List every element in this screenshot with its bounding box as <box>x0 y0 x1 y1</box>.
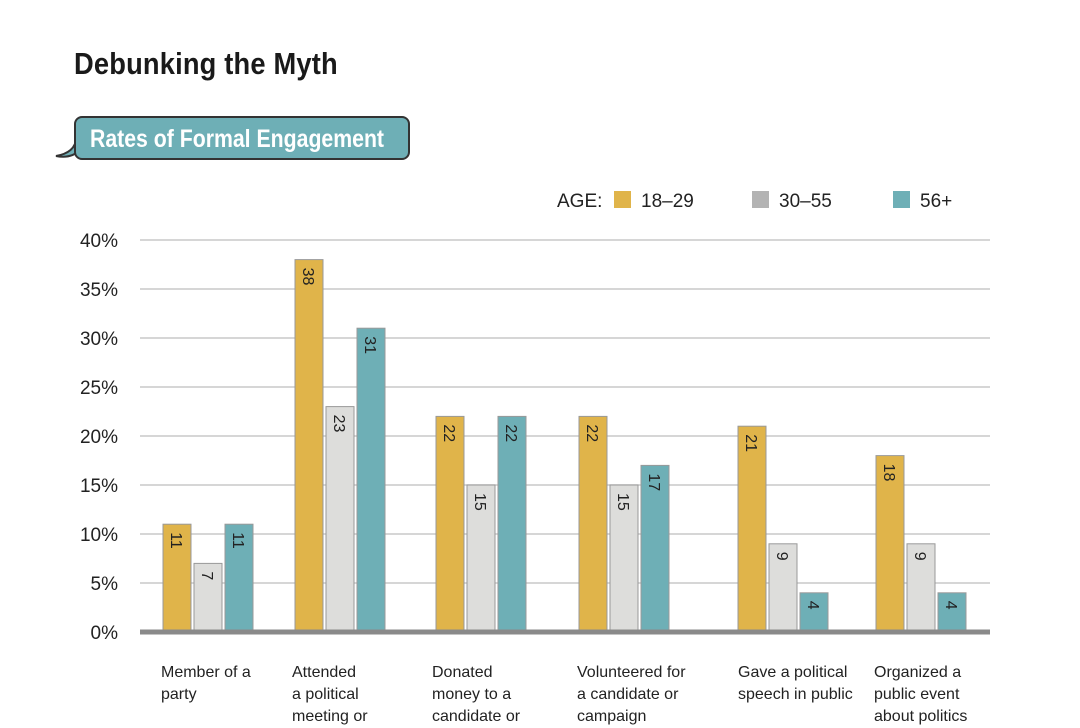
y-tick-label: 20% <box>80 427 118 448</box>
bar <box>294 259 324 633</box>
y-tick-label: 5% <box>91 574 119 595</box>
category-label-line: meeting or <box>292 708 368 725</box>
data-label: 15 <box>471 493 488 511</box>
y-tick-label: 0% <box>91 623 119 644</box>
y-tick-label: 10% <box>80 525 118 546</box>
data-label: 9 <box>911 552 928 561</box>
y-tick-label: 30% <box>80 329 118 350</box>
data-label: 22 <box>583 424 600 442</box>
category-label-line: about politics <box>874 708 968 725</box>
bar <box>325 406 355 633</box>
category-label-line: speech in public <box>738 686 853 703</box>
data-label: 11 <box>167 532 184 549</box>
legend-label: 30–55 <box>779 191 832 212</box>
bar <box>435 415 465 633</box>
data-label: 31 <box>361 336 378 354</box>
category-label: Volunteered for a candidate or campaign <box>577 662 717 728</box>
data-label: 7 <box>198 571 215 580</box>
bar <box>768 543 798 633</box>
bar <box>578 415 608 633</box>
bar <box>799 592 829 633</box>
category-label-line: Volunteered for <box>577 664 686 681</box>
bar <box>497 415 527 633</box>
category-label: Organized a public event about politics <box>874 662 1014 728</box>
data-label: 22 <box>502 424 519 442</box>
data-label: 4 <box>804 601 821 610</box>
bar <box>906 543 936 633</box>
subtitle-badge: Rates of Formal Engagement <box>74 116 410 160</box>
data-label: 23 <box>330 415 347 433</box>
bar <box>640 464 670 633</box>
bar <box>937 592 967 633</box>
category-label: Gave a political speech in public <box>738 662 878 706</box>
data-label: 4 <box>942 601 959 610</box>
data-label: 9 <box>773 552 790 561</box>
category-label: Member of a party <box>161 662 301 706</box>
y-tick-label: 35% <box>80 280 118 301</box>
category-label-line: Gave a political <box>738 664 848 681</box>
category-label-line: public event <box>874 686 960 703</box>
data-label: 38 <box>299 268 316 286</box>
data-label: 17 <box>645 473 662 491</box>
page-title: Debunking the Myth <box>74 46 338 81</box>
category-label-line: candidate or <box>432 708 521 725</box>
data-label: 15 <box>614 493 631 511</box>
category-label: Donated money to a candidate or <box>432 662 572 728</box>
category-label-line: Member of a <box>161 664 251 681</box>
bar <box>875 455 905 633</box>
category-label-line: Organized a <box>874 664 962 681</box>
category-label-line: campaign <box>577 708 647 725</box>
bar <box>224 523 254 633</box>
data-label: 11 <box>229 532 246 549</box>
category-label: Attended a political meeting or <box>292 662 432 728</box>
bar <box>162 523 192 633</box>
category-label-line: a political <box>292 686 359 703</box>
category-label-line: Attended <box>292 664 357 681</box>
legend-swatch <box>752 191 769 208</box>
category-label-line: a candidate or <box>577 686 679 703</box>
legend-title: AGE: <box>557 191 602 212</box>
category-label-line: money to a <box>432 686 512 703</box>
bar <box>356 327 386 633</box>
bar <box>193 562 223 633</box>
category-label-line: Donated <box>432 664 493 681</box>
legend-swatch <box>893 191 910 208</box>
data-label: 22 <box>440 424 457 442</box>
data-label: 18 <box>880 464 897 482</box>
bar <box>466 484 496 633</box>
y-tick-label: 15% <box>80 476 118 497</box>
legend-swatch <box>614 191 631 208</box>
y-tick-label: 40% <box>80 231 118 252</box>
y-tick-label: 25% <box>80 378 118 399</box>
bar <box>737 425 767 633</box>
legend-label: 56+ <box>920 191 952 212</box>
bar <box>609 484 639 633</box>
legend-label: 18–29 <box>641 191 694 212</box>
data-label: 21 <box>742 434 759 452</box>
category-label-line: party <box>161 686 197 703</box>
subtitle: Rates of Formal Engagement <box>90 125 385 153</box>
